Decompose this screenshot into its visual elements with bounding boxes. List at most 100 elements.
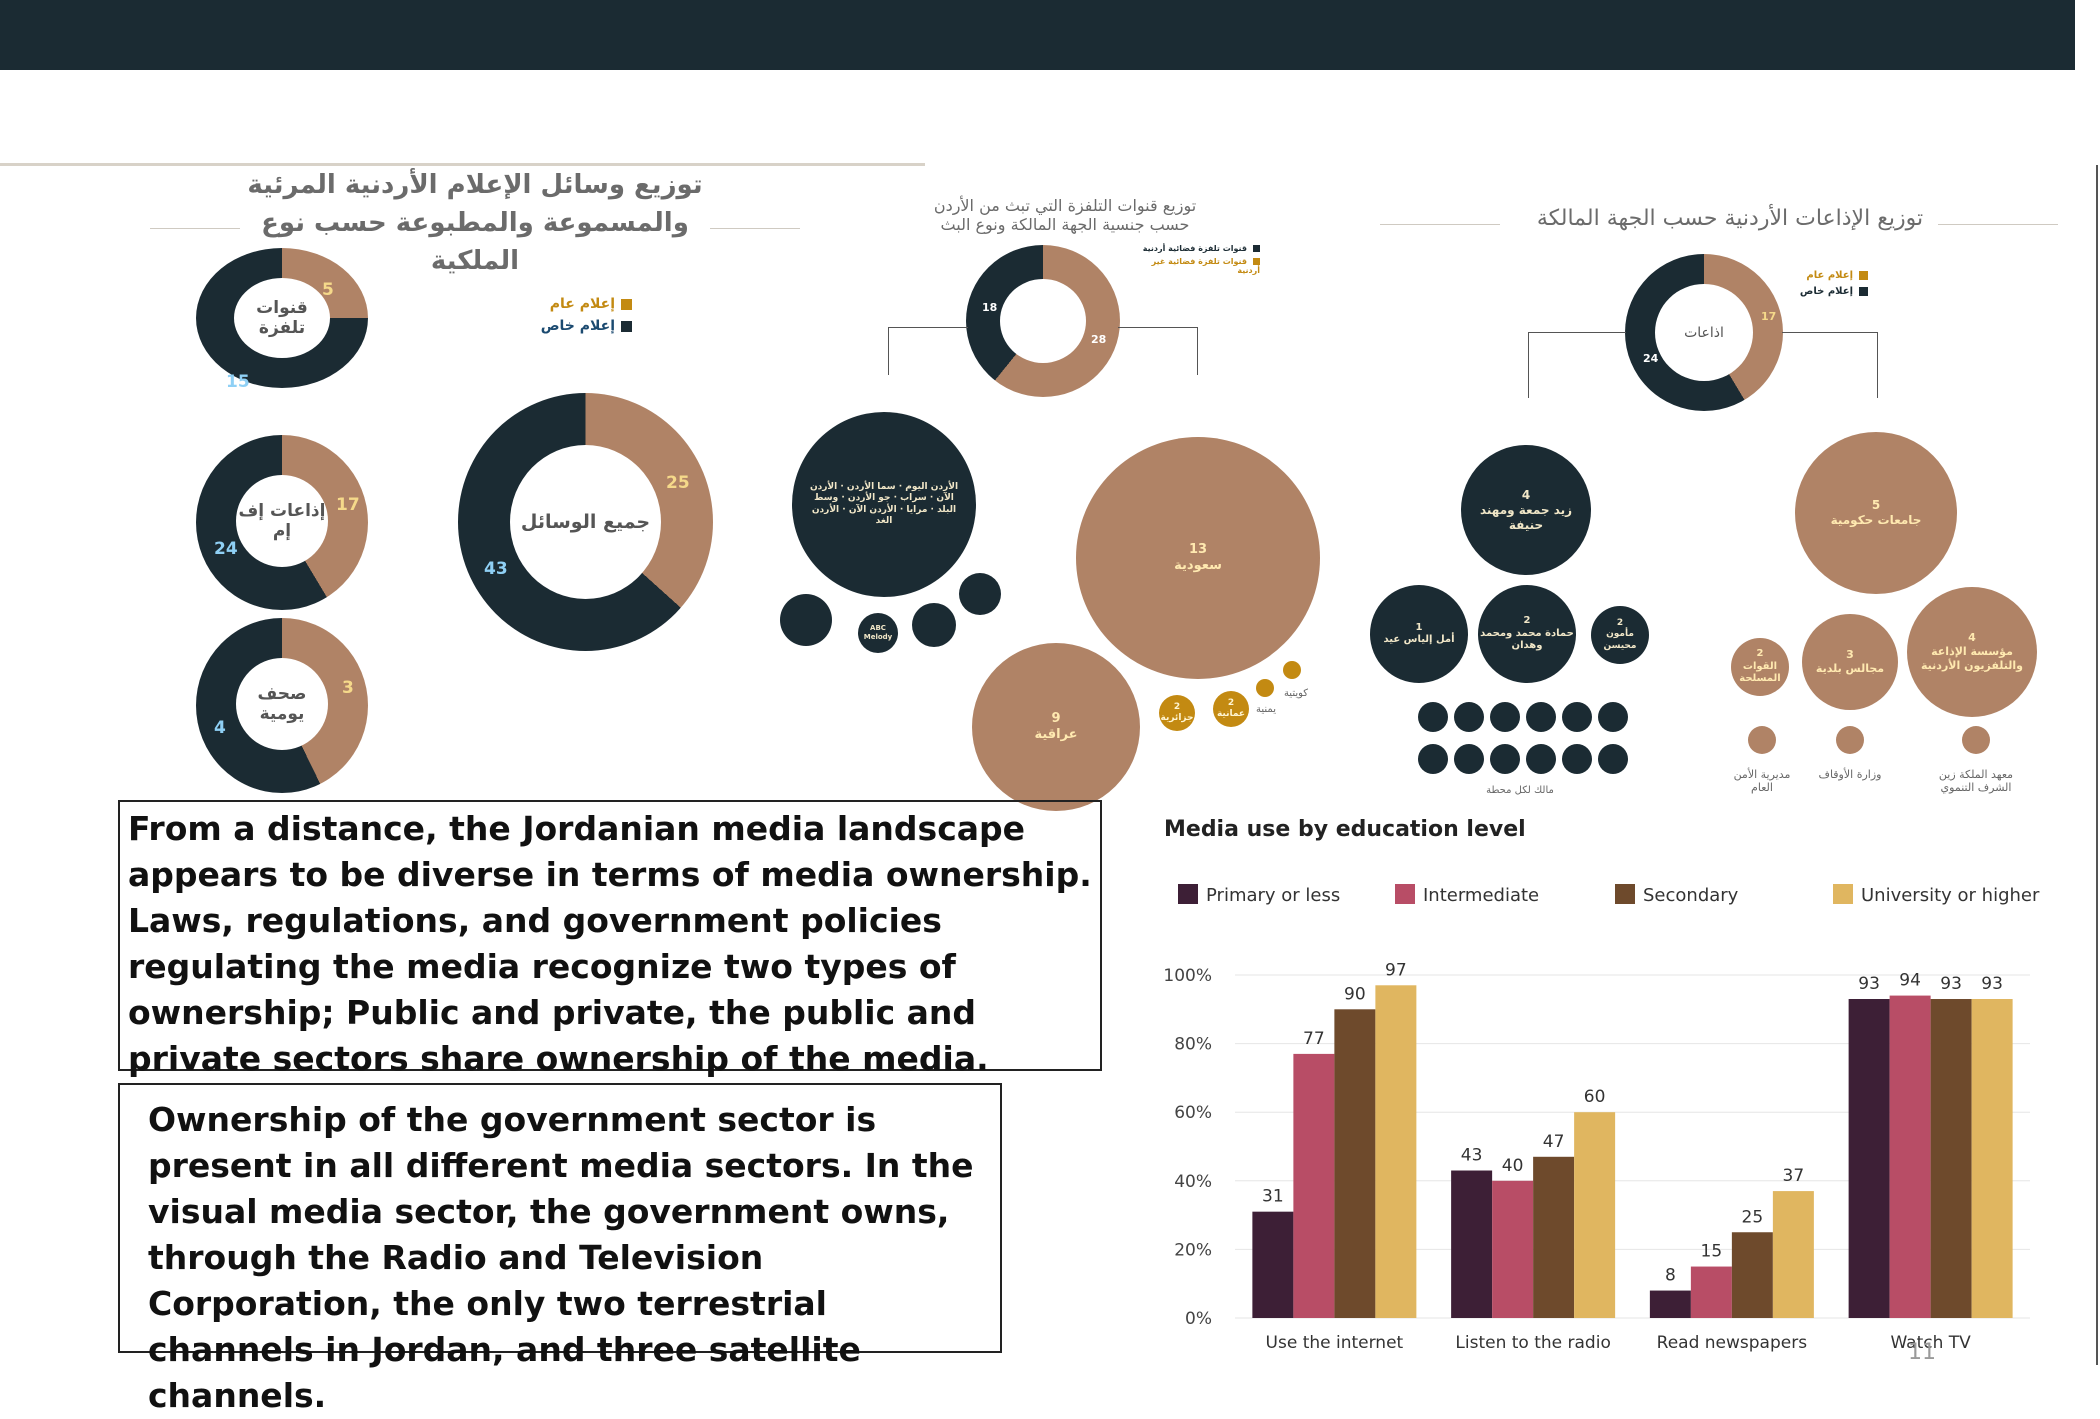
bubble-small-public — [1962, 726, 1990, 754]
bar-value-label: 31 — [1262, 1187, 1284, 1207]
bar-1-0 — [1451, 1170, 1493, 1318]
legend-private-label: إعلام خاص — [1799, 286, 1853, 297]
legend-foreign-label: قنوات تلفزة فضائية غير أردنية — [1151, 257, 1260, 275]
donut-private-value: 24 — [214, 539, 238, 559]
bubble-radio-owner: 2 مأمون محيسن — [1591, 606, 1649, 664]
bubble-label: أمل إلياس عيد — [1383, 634, 1455, 645]
x-category-label: Read newspapers — [1657, 1333, 1808, 1353]
bubble-small — [912, 603, 956, 647]
bubble-radio-owner: 2 حمادة محمد ومحمد وهدان — [1478, 585, 1576, 683]
legend-label-3: University or higher — [1861, 885, 2040, 906]
donut-private-value: 18 — [982, 301, 998, 314]
intro-text: From a distance, the Jordanian media lan… — [128, 809, 1092, 1078]
connector — [1877, 332, 1878, 398]
bar-3-2 — [1930, 999, 1972, 1318]
donut-label: اذاعات — [1655, 284, 1753, 381]
bar-value-label: 60 — [1584, 1087, 1606, 1107]
title-rule-left-2 — [1380, 224, 1500, 225]
left-infographic-title: توزيع وسائل الإعلام الأردنية المرئية وال… — [240, 166, 710, 280]
bar-value-label: 93 — [1981, 974, 2003, 994]
donut-label: صحف يومية — [236, 658, 328, 750]
bubble-radio-owner: 1 أمل إلياس عيد — [1370, 585, 1468, 683]
bubble-label: جزائرية — [1160, 713, 1194, 723]
legend-label-1: Intermediate — [1423, 885, 1539, 906]
dot — [1526, 702, 1556, 732]
caption-per-station: مالك لكل محطة — [1486, 785, 1554, 796]
bubble-label: مأمون محيسن — [1603, 629, 1637, 651]
bar-0-0 — [1252, 1211, 1294, 1318]
bubble-iraqi: 9 عراقية — [972, 643, 1140, 811]
bar-0-2 — [1334, 1009, 1376, 1318]
bar-1-1 — [1492, 1180, 1534, 1318]
bubble-radio-public: 3 مجالس بلدية — [1802, 614, 1898, 710]
connector — [1197, 327, 1198, 375]
donut-public-value: 3 — [342, 678, 354, 698]
bubble-count: 2 — [1227, 697, 1235, 708]
title-rule-right — [710, 228, 800, 229]
y-tick-label: 80% — [1174, 1035, 1212, 1055]
bubble-count: 4 — [1521, 487, 1531, 502]
donut-radio-owners: اذاعات 17 24 — [1625, 254, 1783, 411]
y-tick-label: 0% — [1185, 1309, 1212, 1329]
donut-private-value: 4 — [214, 718, 226, 738]
bubble-label: جامعات حكومية — [1830, 513, 1922, 527]
y-tick-label: 40% — [1174, 1172, 1212, 1192]
bubble-count: 1 — [1415, 621, 1423, 633]
bar-3-3 — [1971, 999, 2013, 1318]
bar-value-label: 94 — [1899, 971, 1921, 991]
dot — [1490, 702, 1520, 732]
dot — [1454, 702, 1484, 732]
bar-value-label: 43 — [1461, 1146, 1483, 1166]
bubble-count: 2 — [1173, 701, 1181, 712]
connector — [1528, 332, 1626, 333]
bar-1-3 — [1574, 1112, 1616, 1318]
top-banner — [0, 0, 2075, 70]
caption-awqaf: وزارة الأوقاف — [1818, 768, 1882, 781]
caption-public-security: مديرية الأمن العام — [1733, 768, 1791, 795]
page-number: 11 — [1908, 1340, 1936, 1365]
legend-swatch — [1859, 270, 1868, 280]
bar-value-label: 47 — [1543, 1132, 1565, 1152]
bubble-count: 2 — [1756, 648, 1764, 660]
bubble-small-public — [1748, 726, 1776, 754]
x-category-label: Use the internet — [1266, 1333, 1404, 1353]
bubble-count: 5 — [1871, 498, 1881, 512]
bar-value-label: 93 — [1858, 974, 1880, 994]
chart-legend: Primary or less Intermediate Secondary Univ… — [1178, 884, 2040, 906]
bubble-label: زيد جمعة ومهند حنيفة — [1479, 502, 1573, 532]
y-tick-label: 60% — [1174, 1103, 1212, 1123]
bubble-count: 9 — [1051, 710, 1061, 726]
right-infographic-title: توزيع الإذاعات الأردنية حسب الجهة المالك… — [1536, 206, 1924, 231]
bar-value-label: 77 — [1303, 1029, 1325, 1049]
title-rule-left — [150, 228, 240, 229]
bubble-label: سعودية — [1174, 558, 1222, 573]
bubble-omani: 2 عمانية — [1213, 691, 1249, 727]
bubble-count: 3 — [1846, 648, 1854, 662]
bubble-abc-melody: ABC Melody — [858, 613, 898, 653]
bar-3-0 — [1848, 999, 1890, 1318]
dot — [1562, 702, 1592, 732]
donut-tv-nationality: 28 18 — [966, 245, 1120, 397]
legend-swatch-0 — [1178, 884, 1198, 904]
left-title-line2: والمسموعة والمطبوعة حسب نوع الملكية — [261, 208, 689, 276]
bubble-saudi: 13 سعودية — [1076, 437, 1320, 679]
chart-bars: 31 77 90 97 Use the internet 43 40 47 60 Listen t… — [1252, 960, 2013, 1353]
donut-label: قنوات تلفزة — [234, 278, 330, 358]
bubble-label: حمادة محمد ومحمد وهدان — [1480, 627, 1574, 652]
legend-swatch-3 — [1833, 884, 1853, 904]
bar-2-0 — [1649, 1290, 1691, 1318]
bubble-label: مجالس بلدية — [1815, 662, 1885, 675]
legend-swatch — [621, 320, 632, 332]
caption-yemeni: يمنية — [1256, 704, 1276, 715]
bubble-radio-public: 2 القوات المسلحة — [1731, 638, 1789, 696]
bar-1-2 — [1533, 1156, 1575, 1318]
bar-value-label: 40 — [1502, 1156, 1524, 1176]
legend-swatch — [1253, 245, 1260, 252]
donut-public-value: 17 — [336, 495, 360, 515]
connector — [1782, 332, 1878, 333]
donut-public-value: 5 — [322, 280, 334, 300]
bubble-count: 13 — [1188, 541, 1208, 557]
donut-public-value: 17 — [1761, 310, 1777, 323]
donut-daily-newspapers: صحف يومية 3 4 — [196, 618, 368, 793]
legend-swatch — [621, 298, 632, 310]
